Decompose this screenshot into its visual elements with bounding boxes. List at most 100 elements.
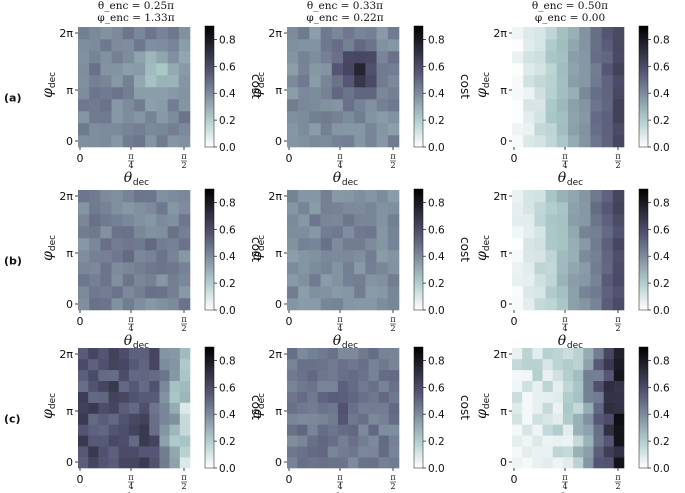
heatmap-cell — [545, 214, 558, 227]
heatmap-cell — [612, 274, 625, 287]
heatmap-cell — [552, 380, 564, 392]
heatmap-cell — [358, 424, 369, 436]
heatmap-cell — [139, 424, 150, 436]
heatmap-cell — [556, 111, 569, 124]
y-tick-label: 0 — [66, 135, 73, 148]
heatmap-cell — [320, 274, 333, 287]
y-axis-label-subscript: dec — [257, 72, 267, 88]
x-axis-label-subscript: dec — [567, 341, 583, 351]
x-axis-label: θ — [124, 170, 133, 186]
heatmap-cell — [523, 298, 535, 311]
heatmap-cell — [167, 298, 180, 311]
heatmap-cell — [309, 99, 321, 112]
x-tick-label-denominator: 4 — [128, 161, 133, 170]
heatmap-cell — [134, 214, 146, 227]
heatmap-cell — [128, 358, 140, 371]
x-tick-label-numerator: π — [615, 315, 620, 324]
heatmap-cell — [287, 369, 298, 382]
heatmap-cell — [568, 238, 580, 251]
heatmap-cell — [545, 111, 558, 124]
heatmap-cell — [320, 135, 333, 148]
heatmap-cell — [562, 413, 574, 425]
heatmap-cell — [111, 226, 124, 239]
heatmap-cell — [287, 402, 298, 414]
heatmap-cell — [309, 238, 321, 251]
heatmap-cell — [167, 39, 180, 52]
x-tick-label-denominator: 4 — [562, 482, 567, 491]
heatmap-cell — [534, 27, 546, 40]
heatmap-cell — [523, 274, 535, 287]
heatmap-cell — [343, 250, 355, 263]
heatmap-cell — [343, 298, 355, 311]
heatmap-cell — [590, 87, 602, 100]
heatmap-cell — [387, 214, 400, 227]
heatmap-cell — [337, 369, 349, 382]
heatmap-cell — [568, 135, 580, 148]
heatmap-cell — [568, 250, 580, 263]
heatmap-cell — [387, 111, 400, 124]
heatmap-cell — [376, 286, 389, 299]
y-axis-label: φ — [249, 88, 265, 98]
heatmap-cell — [601, 202, 614, 215]
heatmap-cell — [287, 424, 298, 436]
heatmap-cell — [368, 435, 379, 447]
heatmap-cell — [122, 27, 135, 40]
colorbar-label-group: cost — [683, 237, 685, 262]
x-tick-label-numerator: π — [390, 152, 395, 161]
heatmap-cell — [327, 358, 339, 371]
heatmap-cell — [331, 39, 344, 52]
heatmap-cell — [156, 75, 168, 88]
heatmap-cell — [297, 369, 308, 382]
colorbar-tick-label: 0.4 — [428, 251, 445, 263]
heatmap-cell — [579, 298, 591, 311]
heatmap-cell — [562, 402, 574, 414]
heatmap-cell — [593, 435, 604, 447]
heatmap-cell — [348, 348, 359, 360]
heatmap-cell — [298, 250, 310, 263]
colorbar-tick-label: 0.2 — [428, 278, 445, 290]
heatmap-cell — [78, 262, 90, 275]
heatmap-cell — [354, 51, 366, 64]
heatmap-cell — [603, 358, 615, 371]
heatmap-cell — [512, 135, 524, 148]
heatmap-cell — [159, 413, 170, 425]
heatmap-cell — [593, 402, 604, 414]
heatmap-cell — [368, 380, 379, 392]
heatmap-cell — [337, 435, 349, 447]
heatmap-cell — [134, 298, 146, 311]
heatmap-cell — [159, 457, 170, 469]
x-tick-label-denominator: 2 — [615, 482, 620, 491]
heatmap-cell — [365, 27, 377, 40]
heatmap-cell — [601, 75, 614, 88]
x-tick-label: 0 — [511, 473, 518, 486]
y-axis-label: φ — [474, 251, 490, 261]
heatmap-cell — [78, 27, 90, 40]
heatmap-cell — [122, 250, 135, 263]
heatmap-cell — [297, 413, 308, 425]
heatmap-cell — [122, 87, 135, 100]
heatmap-cell — [337, 424, 349, 436]
heatmap-cell — [388, 369, 400, 382]
colorbar-label: cost — [683, 395, 685, 420]
colorbar — [413, 188, 424, 311]
heatmap-cell — [556, 123, 569, 136]
heatmap-cell — [100, 214, 112, 227]
heatmap-cell — [603, 435, 615, 447]
heatmap-cell — [149, 446, 160, 458]
colorbar-tick-label: 0.6 — [219, 61, 236, 73]
heatmap-cell — [134, 87, 146, 100]
heatmap-cell — [309, 226, 321, 239]
x-tick-label-denominator: 2 — [615, 324, 620, 333]
heatmap-cell — [169, 413, 181, 425]
heatmap-cell — [122, 214, 135, 227]
heatmap-cell — [387, 226, 400, 239]
heatmap-cell — [287, 99, 299, 112]
column-title-line1: θ_enc = 0.50π — [532, 0, 608, 12]
heatmap-cell — [612, 111, 625, 124]
heatmap-cell — [552, 369, 564, 382]
heatmap-cell — [156, 250, 168, 263]
heatmap-cell — [613, 446, 625, 458]
colorbar-tick-label: 0.6 — [428, 382, 445, 394]
heatmap-cell — [134, 111, 146, 124]
